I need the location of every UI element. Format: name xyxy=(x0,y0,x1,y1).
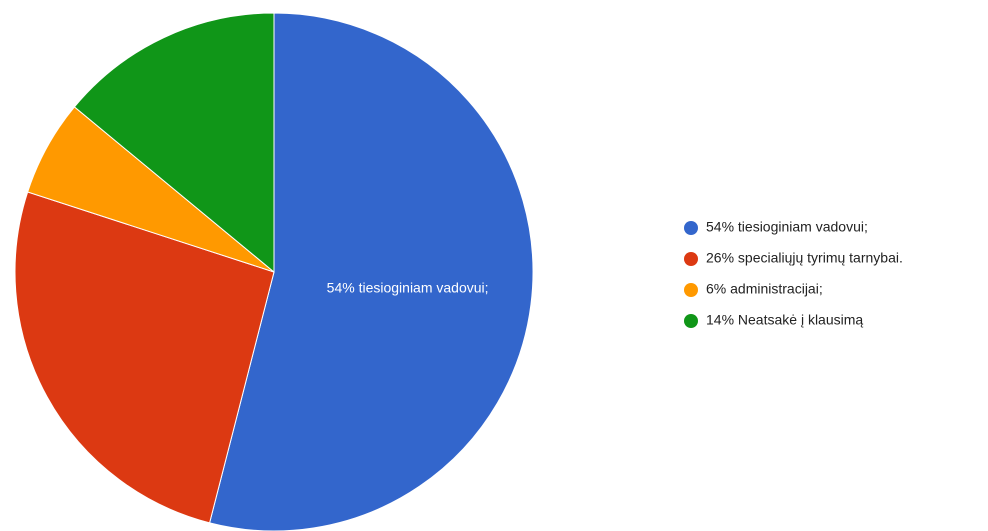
legend-label: 54% tiesioginiam vadovui; xyxy=(706,219,868,235)
legend-marker xyxy=(684,314,698,328)
legend-label: 26% specialiųjų tyrimų tarnybai. xyxy=(706,250,903,266)
legend-marker xyxy=(684,283,698,297)
pie-slice xyxy=(208,12,534,531)
slice-label: 54% tiesioginiam vadovui; xyxy=(327,280,489,296)
legend-label: 14% Neatsakė į klausimą xyxy=(706,312,863,328)
pie-slice xyxy=(73,12,275,274)
pie-slice xyxy=(14,191,275,524)
legend-marker xyxy=(684,221,698,235)
legend-marker xyxy=(684,252,698,266)
legend-label: 6% administracijai; xyxy=(706,281,823,297)
